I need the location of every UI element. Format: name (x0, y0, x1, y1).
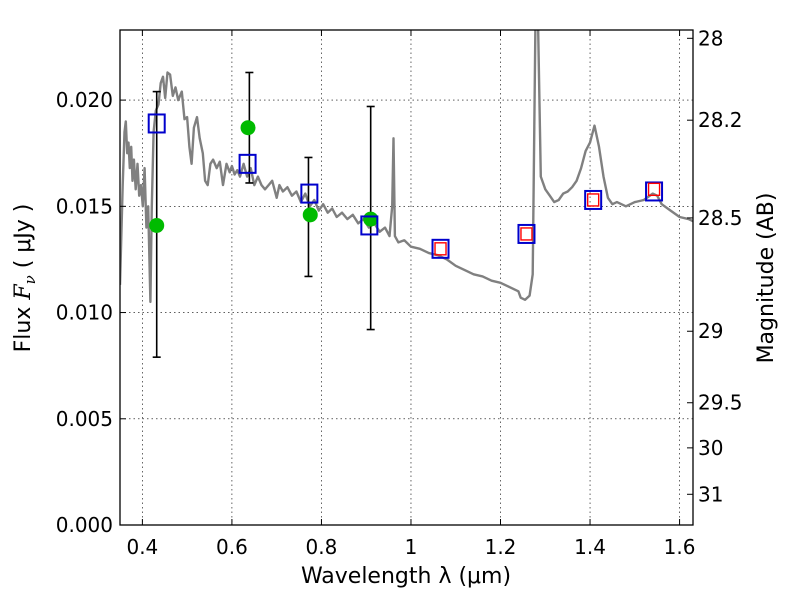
series-layer (120, 30, 693, 358)
model-band-point (238, 153, 257, 174)
axis-ticks: 0.4 0.6 0.8 1 1.2 1.4 1.6 0.000 0.005 0.010 0.015 0… (56, 26, 743, 559)
right-tick-label: 28.5 (698, 206, 743, 230)
y-tick-label: 0.005 (56, 407, 113, 431)
observed-point (240, 120, 256, 136)
model-band-point-inner (434, 242, 447, 256)
model-band-point-inner (586, 193, 600, 207)
model-band-point (584, 189, 603, 210)
x-tick-label: 1.6 (664, 535, 696, 559)
right-tick-label: 28 (698, 26, 723, 50)
x-tick-label: 0.6 (216, 535, 248, 559)
x-tick-label: 1.2 (485, 535, 517, 559)
x-tick-label: 1 (405, 535, 418, 559)
y-axis-label-subscript: ν (21, 275, 39, 284)
model-band-point (517, 223, 536, 244)
grid (120, 30, 693, 526)
model-band-point (645, 181, 664, 202)
model-spectrum-line (120, 30, 693, 304)
model-band-point (431, 238, 450, 259)
y-tick-label: 0.010 (56, 301, 113, 325)
model-band-point (300, 183, 319, 204)
y-tick-label: 0.015 (56, 194, 113, 218)
x-tick-label: 1.4 (574, 535, 606, 559)
observed-point (302, 207, 318, 223)
y-axis-label-prefix: Flux (11, 300, 36, 353)
right-tick-label: 31 (698, 482, 723, 506)
observed-point (363, 211, 379, 227)
model-band-point-inner (520, 227, 533, 241)
right-tick-label: 30 (698, 436, 723, 460)
y-axis-label-left: Flux Fν ( μJy ) (11, 204, 39, 353)
plot-frame (119, 29, 694, 526)
model-band-point (360, 215, 379, 236)
y-axis-label-right: Magnitude (AB) (754, 193, 779, 364)
observed-point (149, 217, 165, 233)
right-tick-label: 29 (698, 319, 723, 343)
right-tick-label: 29.5 (698, 391, 743, 415)
x-tick-label: 0.8 (306, 535, 338, 559)
x-tick-label: 0.4 (126, 535, 158, 559)
y-tick-label: 0.000 (56, 513, 113, 537)
right-tick-label: 28.2 (698, 108, 743, 132)
y-axis-label-suffix: ( μJy ) (11, 204, 36, 276)
y-axis-label-symbol: F (11, 284, 36, 301)
y-tick-label: 0.020 (56, 88, 113, 112)
x-axis-label: Wavelength λ (μm) (301, 564, 511, 589)
model-band-point-inner (647, 182, 661, 197)
model-band-point (147, 113, 166, 134)
